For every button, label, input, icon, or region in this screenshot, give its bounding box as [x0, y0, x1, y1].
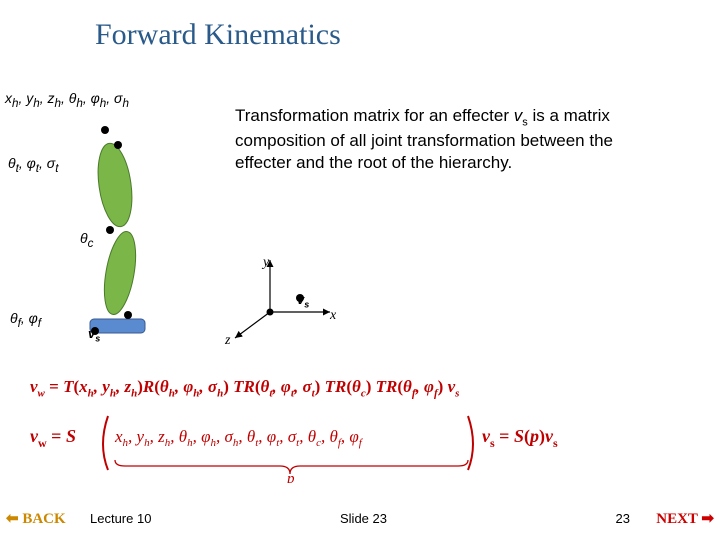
para-text-1: Transformation matrix for an effecter — [235, 106, 514, 125]
hip-joint — [101, 126, 109, 134]
svg-text:vs = S(p)vs: vs = S(p)vs — [482, 426, 558, 450]
svg-text:vw = S: vw = S — [30, 426, 76, 450]
axis-z-line — [235, 312, 270, 338]
next-button[interactable]: NEXT ➡ — [656, 509, 714, 528]
eq2-svg: vw = S xh, yh, zh, θh, φh, σh, θt, φt, σ… — [30, 408, 700, 483]
coord-svg — [200, 250, 360, 360]
equation-1: vw = T(xh, yh, zh)R(θh, φh, σh) TR(θt, φ… — [30, 377, 459, 399]
svg-text:xh, yh, zh, θh, φh, σh, θt, φt: xh, yh, zh, θh, φh, σh, θt, φt, σt, θc, … — [114, 427, 364, 449]
svg-text:p: p — [286, 471, 295, 483]
back-button[interactable]: ⬅ BACK — [6, 509, 66, 528]
axis-z-label: z — [225, 333, 230, 349]
calf-shape — [99, 229, 141, 317]
label-hip: xh, yh, zh, θh, φh, σh — [5, 90, 129, 110]
equation-2: vw = S xh, yh, zh, θh, φh, σh, θt, φt, σ… — [30, 408, 700, 483]
axis-y-label: y — [263, 255, 269, 271]
label-calf: θc — [80, 230, 93, 250]
axis-x-label: x — [330, 308, 336, 324]
label-foot: θf, φf — [10, 310, 41, 330]
coord-diagram — [200, 250, 360, 360]
page-number: 23 — [616, 511, 630, 526]
slide-label: Slide 23 — [340, 511, 387, 526]
thigh-shape — [93, 141, 136, 229]
lecture-label: Lecture 10 — [90, 511, 151, 526]
slide-title: Forward Kinematics — [95, 18, 341, 52]
vs-label-leg: vs — [88, 326, 100, 344]
hip-joint-2 — [114, 141, 122, 149]
knee-joint — [106, 226, 114, 234]
footer: ⬅ BACK Lecture 10 Slide 23 23 NEXT ➡ — [0, 512, 720, 534]
label-thigh: θt, φt, σt — [8, 155, 59, 175]
ankle-joint — [124, 311, 132, 319]
coord-origin — [267, 309, 274, 316]
vs-label-coord: vs — [297, 292, 309, 310]
para-vs: v — [514, 106, 523, 125]
body-paragraph: Transformation matrix for an effecter vs… — [235, 105, 665, 174]
